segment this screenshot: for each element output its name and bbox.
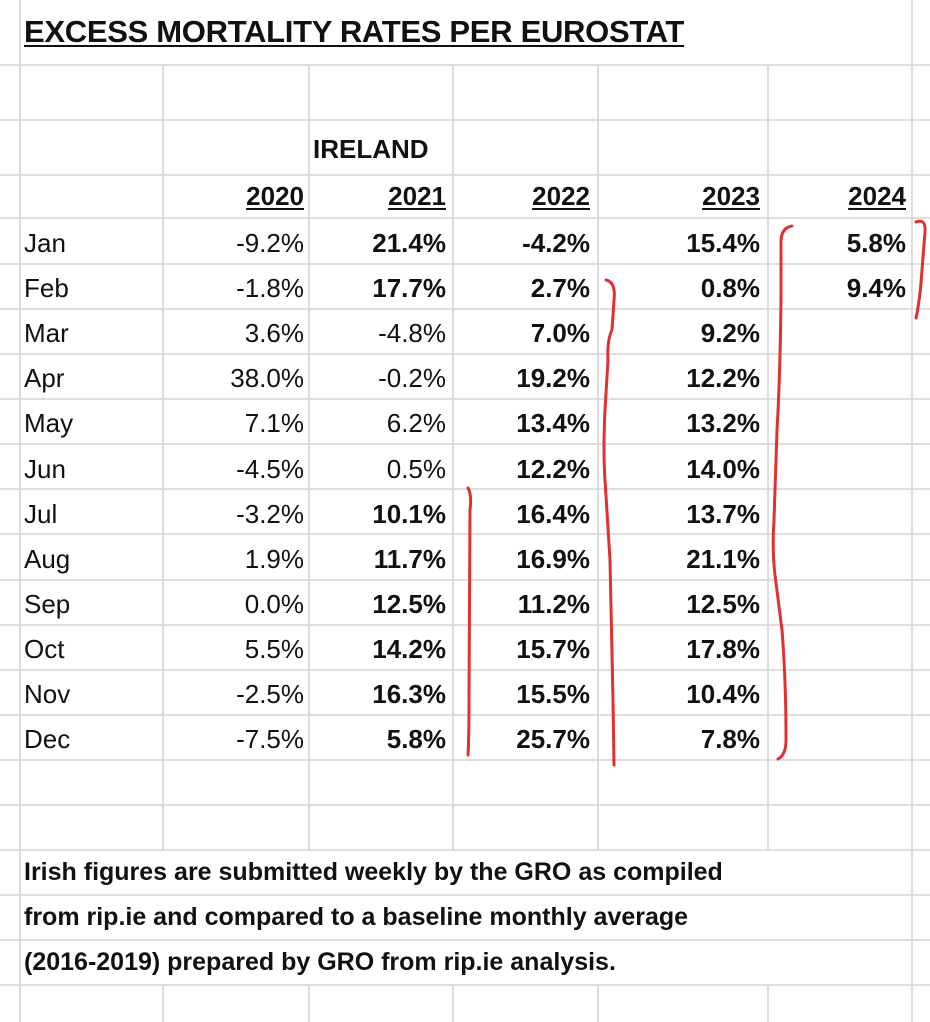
year-header-2020: 2020	[246, 181, 304, 211]
table-cell: 6.2%	[386, 408, 446, 438]
table-cell: 12.5%	[686, 589, 760, 619]
month-label: Jun	[24, 454, 66, 484]
table-cell: 17.8%	[686, 634, 760, 664]
table-cell: 7.1%	[244, 408, 304, 438]
table-cell: 7.0%	[530, 318, 590, 348]
table-cell: 21.4%	[372, 228, 446, 258]
month-label: Aug	[24, 544, 71, 574]
table-cell: 17.7%	[372, 273, 446, 303]
table-cell: 12.5%	[372, 589, 446, 619]
table-cell: 13.2%	[686, 408, 760, 438]
table-cell: 1.9%	[244, 544, 304, 574]
month-label: Jul	[24, 499, 58, 529]
month-label: Feb	[24, 273, 69, 303]
table-cell: -4.5%	[236, 454, 304, 484]
note-line: (2016-2019) prepared by GRO from rip.ie …	[24, 948, 616, 976]
table-cell: 2.7%	[530, 273, 590, 303]
table-cell: 14.2%	[372, 634, 446, 664]
note-line: Irish figures are submitted weekly by th…	[24, 858, 723, 886]
table-cell: -4.2%	[522, 228, 590, 258]
table-cell: -2.5%	[236, 679, 304, 709]
month-label: Jan	[24, 228, 66, 258]
table-cell: 0.8%	[700, 273, 760, 303]
table-cell: 16.3%	[372, 679, 446, 709]
table-cell: 11.2%	[517, 589, 590, 619]
table-cell: -0.2%	[378, 363, 446, 393]
table-cell: 0.5%	[386, 454, 446, 484]
table-cell: 9.4%	[846, 273, 906, 303]
table-cell: -1.8%	[236, 273, 304, 303]
table-cell: 3.6%	[244, 318, 304, 348]
table-cell: 15.7%	[516, 634, 590, 664]
month-label: Dec	[24, 724, 71, 754]
table-cell: 25.7%	[516, 724, 590, 754]
table-cell: 38.0%	[230, 363, 304, 393]
table-cell: 15.5%	[516, 679, 590, 709]
table-cell: 7.8%	[700, 724, 760, 754]
table-cell: 10.4%	[686, 679, 760, 709]
table-cell: 12.2%	[686, 363, 760, 393]
table-cell: 12.2%	[516, 454, 590, 484]
month-label: Nov	[24, 679, 71, 709]
table-cell: 21.1%	[686, 544, 760, 574]
table-cell: 5.5%	[244, 634, 304, 664]
region-label: IRELAND	[313, 134, 429, 164]
table-cell: 15.4%	[686, 228, 760, 258]
month-label: May	[24, 408, 74, 438]
table-cell: -4.8%	[378, 318, 446, 348]
month-label: Apr	[24, 363, 65, 393]
table-cell: 9.2%	[700, 318, 760, 348]
table-cell: 11.7%	[373, 544, 446, 574]
year-header-2024: 2024	[848, 181, 906, 211]
table-cell: -9.2%	[236, 228, 304, 258]
month-label: Mar	[24, 318, 69, 348]
table-cell: 19.2%	[516, 363, 590, 393]
table-cell: -3.2%	[236, 499, 304, 529]
year-header-2022: 2022	[532, 181, 590, 211]
table-cell: 13.7%	[686, 499, 760, 529]
table-cell: -7.5%	[236, 724, 304, 754]
year-header-2021: 2021	[388, 181, 446, 211]
table-cell: 13.4%	[516, 408, 590, 438]
table-cell: 5.8%	[846, 228, 906, 258]
month-label: Oct	[24, 634, 65, 664]
sheet-title: EXCESS MORTALITY RATES PER EUROSTAT	[24, 14, 685, 49]
note-line: from rip.ie and compared to a baseline m…	[24, 903, 689, 931]
table-cell: 16.4%	[516, 499, 590, 529]
table-cell: 0.0%	[244, 589, 304, 619]
table-cell: 10.1%	[372, 499, 446, 529]
table-cell: 16.9%	[516, 544, 590, 574]
table-cell: 14.0%	[686, 454, 760, 484]
year-header-2023: 2023	[702, 181, 760, 211]
month-label: Sep	[24, 589, 71, 619]
table-cell: 5.8%	[386, 724, 446, 754]
